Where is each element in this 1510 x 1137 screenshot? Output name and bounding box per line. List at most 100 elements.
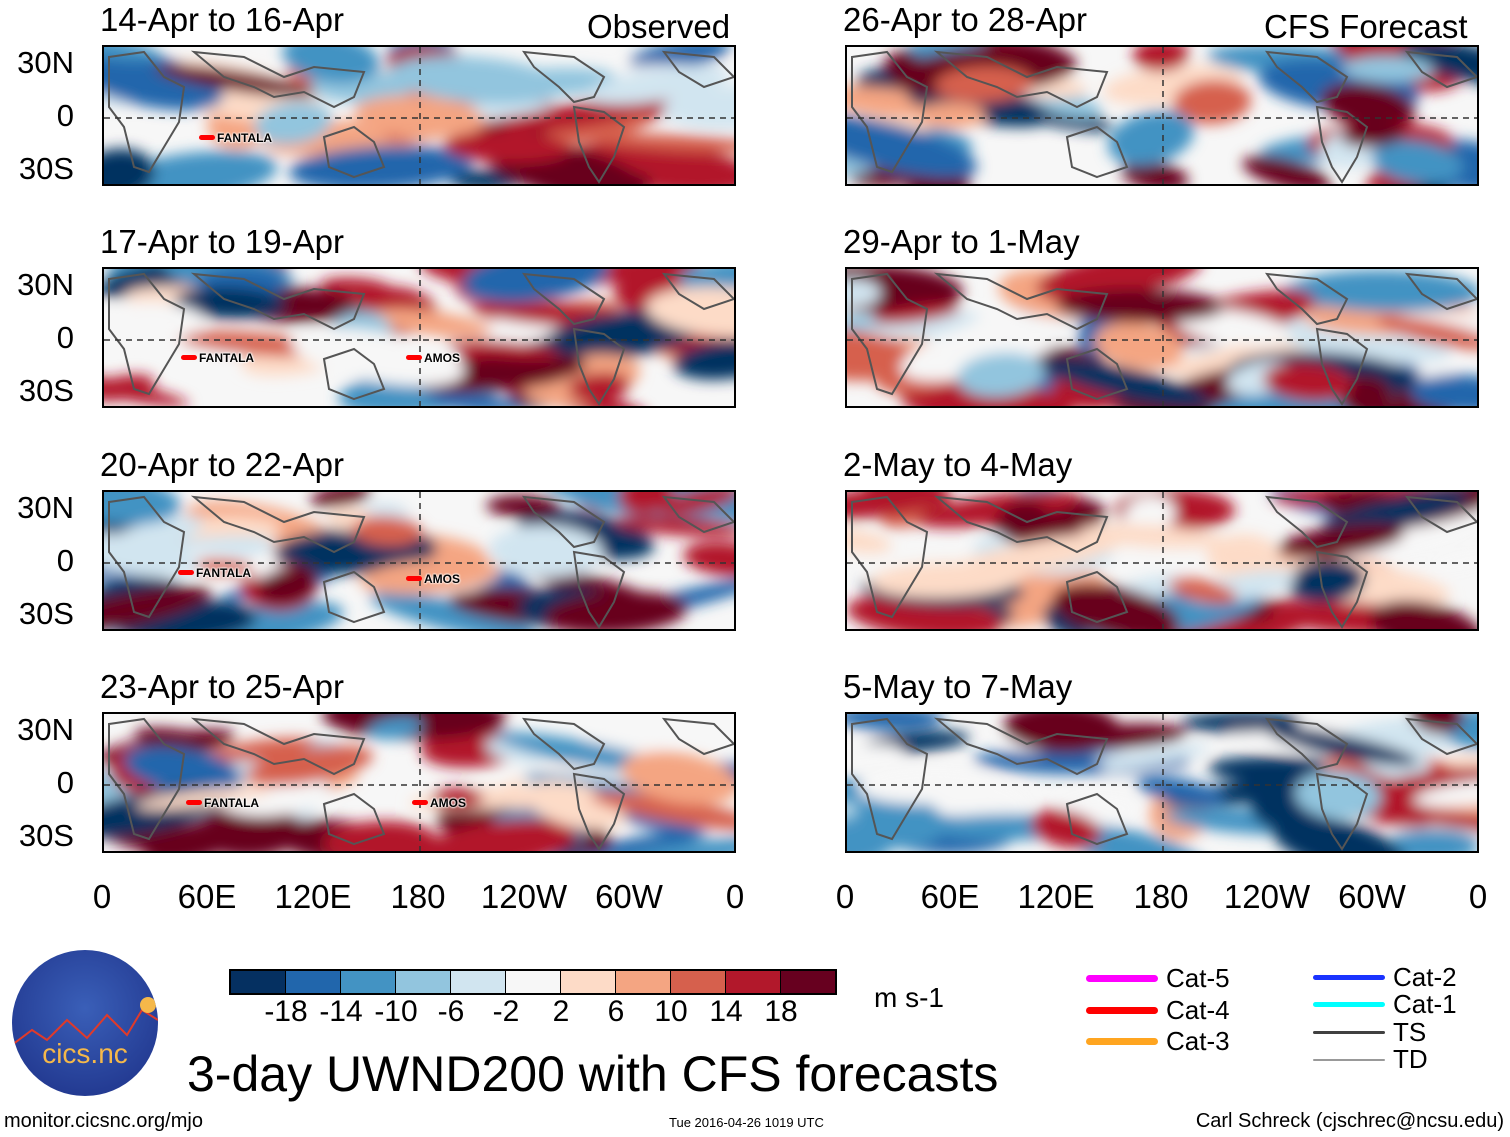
wind-anomaly-blob [257, 565, 319, 605]
wind-anomaly-blob [847, 329, 917, 381]
wind-anomaly-blob [352, 515, 422, 547]
colorbar-label: -10 [374, 995, 418, 1028]
colorbar-swatch [231, 971, 286, 993]
legend-line-icon [1086, 975, 1158, 982]
wind-anomaly-blob [1080, 523, 1226, 549]
x-tick-label: 120E [1017, 878, 1095, 915]
panel-title: 14-Apr to 16-Apr [100, 1, 344, 38]
wind-anomaly-blob [847, 714, 944, 731]
wind-anomaly-blob [1342, 55, 1434, 83]
legend-line-icon [1086, 1007, 1158, 1014]
panel-title: 29-Apr to 1-May [843, 223, 1080, 260]
wind-anomaly-blob [323, 820, 437, 851]
wind-anomaly-blob [1265, 726, 1419, 766]
colorbar-swatch [286, 971, 341, 993]
map-panel: FANTALA AMOS [102, 490, 736, 631]
wind-anomaly-blob [432, 787, 484, 809]
wind-anomaly-blob [1287, 559, 1365, 603]
storm-label: AMOS [430, 796, 466, 810]
wind-anomaly-blob [372, 308, 492, 338]
wind-anomaly-blob [218, 775, 326, 817]
panel-title: 2-May to 4-May [843, 446, 1073, 483]
legend-label: Cat-2 [1393, 962, 1457, 992]
wind-anomaly-blob [104, 301, 205, 341]
y-tick-label: 0 [56, 543, 74, 578]
wind-anomaly-blob [354, 95, 484, 139]
observed-label: Observed [587, 8, 731, 45]
storm-track [406, 576, 422, 581]
x-tick-label: 120E [274, 878, 352, 915]
wind-anomaly-blob [1036, 269, 1202, 302]
panel-title: 26-Apr to 28-Apr [843, 1, 1087, 38]
legend-item: TS [1313, 1017, 1426, 1048]
wind-anomaly-blob [585, 65, 731, 105]
wind-anomaly-blob [1004, 714, 1120, 754]
wind-anomaly-blob [1173, 79, 1251, 125]
legend-label: Cat-3 [1166, 1026, 1230, 1056]
wind-anomaly-blob [1121, 161, 1189, 184]
legend-line-icon [1313, 1058, 1385, 1061]
wind-anomaly-blob [997, 500, 1051, 544]
wind-anomaly-blob [486, 494, 560, 518]
wind-anomaly-blob [847, 528, 892, 554]
wind-anomaly-blob [871, 303, 961, 325]
x-tick-label: 60W [595, 878, 663, 915]
y-tick-label: 30N [17, 267, 74, 302]
panel-title: 20-Apr to 22-Apr [100, 446, 344, 483]
colorbar-label: 2 [552, 995, 570, 1028]
wind-anomaly-blob [863, 492, 951, 510]
x-tick-label: 0 [725, 878, 745, 915]
wind-anomaly-blob [539, 830, 709, 851]
wind-anomaly-blob [858, 767, 996, 805]
figure-title: 3-day UWND200 with CFS forecasts [187, 1046, 999, 1102]
legend-item: Cat-5 [1086, 963, 1230, 994]
x-tick-label: 60W [1338, 878, 1406, 915]
wind-anomaly-blob [1295, 770, 1381, 820]
source-url[interactable]: monitor.cicsnc.org/mjo [4, 1110, 203, 1132]
units-label: m s-1 [874, 982, 944, 1013]
legend-item: Cat-1 [1313, 989, 1457, 1020]
wind-anomaly-blob [590, 791, 734, 831]
y-tick-label: 30N [17, 712, 74, 747]
storm-track [181, 355, 197, 360]
wind-anomaly-blob [1341, 122, 1405, 148]
y-tick-label: 30N [17, 490, 74, 525]
wind-anomaly-blob [1065, 824, 1209, 851]
legend-label: Cat-1 [1393, 989, 1457, 1019]
y-tick-label: 0 [56, 98, 74, 133]
wind-anomaly-blob [629, 47, 731, 72]
legend-line-icon [1313, 1002, 1385, 1007]
wind-anomaly-blob [1052, 583, 1180, 629]
storm-label: FANTALA [204, 796, 260, 810]
storm-label: FANTALA [217, 131, 273, 145]
wind-anomaly-blob [1277, 523, 1405, 559]
wind-anomaly-blob [916, 102, 986, 128]
wind-anomaly-blob [620, 751, 734, 805]
wind-anomaly-blob [673, 340, 734, 380]
wind-anomaly-blob [683, 541, 734, 577]
x-tick-label: 120W [480, 878, 568, 915]
map-panel [845, 490, 1479, 631]
panel-title: 23-Apr to 25-Apr [100, 668, 344, 705]
wind-anomaly-blob [1321, 492, 1471, 533]
wind-anomaly-blob [1371, 140, 1463, 184]
wind-anomaly-blob [1207, 533, 1281, 581]
colorbar-swatch [506, 971, 561, 993]
wind-anomaly-blob [847, 744, 904, 766]
forecast-label: CFS Forecast [1264, 8, 1468, 45]
legend-line-icon [1313, 1031, 1385, 1034]
y-tick-label: 30S [18, 151, 74, 186]
x-tick-label: 0 [1468, 878, 1488, 915]
wind-anomaly-blob [1263, 362, 1353, 402]
y-tick-label: 0 [56, 765, 74, 800]
colorbar-swatch [616, 971, 671, 993]
wind-anomaly-blob [104, 492, 181, 525]
coastlines [108, 50, 734, 184]
legend-item: Cat-2 [1313, 962, 1457, 993]
wind-anomaly-blob [310, 492, 372, 508]
wind-anomaly-blob [847, 312, 980, 360]
colorbar-label: 10 [654, 995, 688, 1028]
coastlines [108, 272, 734, 406]
wind-anomaly-blob [367, 716, 423, 740]
